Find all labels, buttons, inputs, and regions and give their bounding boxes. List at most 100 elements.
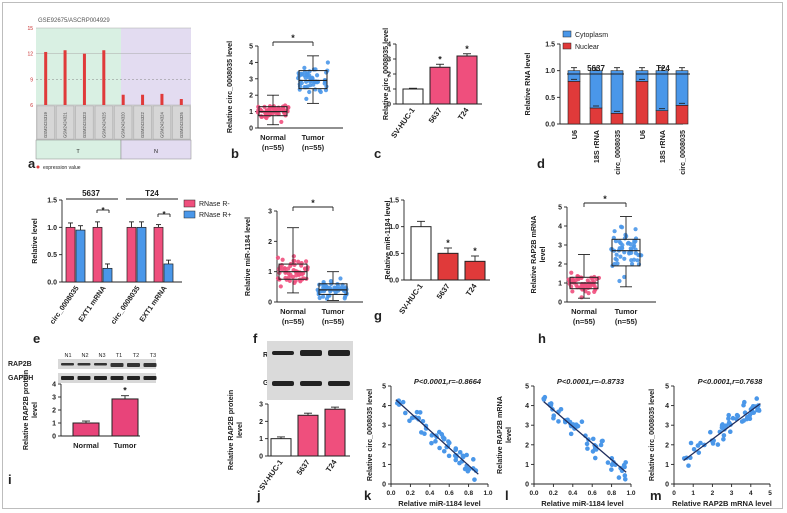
x-tick-label-g: SV-HUC-1 xyxy=(397,282,424,316)
x-tick-label-b: Tumor xyxy=(302,133,325,142)
data-point-l xyxy=(556,419,561,424)
data-point-h xyxy=(569,270,574,275)
data-point-f xyxy=(327,285,332,290)
data-point-h xyxy=(575,274,581,279)
y-axis-k: 0 1 2 3 4 5 xyxy=(382,384,392,489)
y-tick-label-a: 12 xyxy=(27,52,33,58)
y-tick-label-k: 0 xyxy=(382,482,386,489)
data-point-k xyxy=(470,466,476,471)
blot-band-gapdh-i xyxy=(110,376,124,380)
panel-letter-a: a xyxy=(28,156,36,171)
legend-swatch-rnase-minus xyxy=(183,199,196,208)
data-point-l xyxy=(572,422,577,428)
y-tick-label-h: 2 xyxy=(558,262,562,269)
data-point-k xyxy=(446,439,451,444)
y-tick-label-c: 0 xyxy=(387,102,391,109)
y-tick-label-h: 1 xyxy=(558,281,562,288)
blot-lane-label-i: T3 xyxy=(150,353,156,359)
y-tick-label-a: 6 xyxy=(30,103,33,109)
data-point-h xyxy=(612,229,617,234)
bar-cytoplasm-d xyxy=(655,70,669,111)
sample-label-box xyxy=(172,105,191,140)
x-tick-label-d: circ_0008035 xyxy=(678,130,687,175)
y-axis-label-i: Relative RAP2B protein xyxy=(21,370,30,450)
data-point-k xyxy=(465,468,471,474)
y-tick-label-e: 0.5 xyxy=(47,252,57,259)
data-point-b xyxy=(272,107,277,112)
y-tick-label-f: 0 xyxy=(268,300,272,307)
y-axis-g: 0.0 0.5 1.0 1.5 xyxy=(389,198,405,285)
y-tick-label-h: 4 xyxy=(558,224,562,231)
data-point-k xyxy=(429,440,434,446)
bar-a xyxy=(44,51,48,105)
data-point-m xyxy=(728,422,733,427)
data-point-b xyxy=(302,65,307,71)
x-tick-label-h-n: (n=55) xyxy=(573,317,596,326)
x-tick-label-m: 0 xyxy=(672,490,676,497)
x-axis-label-k: Relative miR-1184 level xyxy=(398,499,481,508)
data-point-l xyxy=(605,460,611,465)
panel-letter-k: k xyxy=(364,488,372,503)
group-label-e: 5637 xyxy=(82,189,100,198)
bar-cytoplasm-d xyxy=(675,70,689,106)
data-point-h xyxy=(632,240,637,245)
sample-label: GSM2424326 xyxy=(179,111,184,138)
x-tick-label-l: 0.4 xyxy=(568,490,577,497)
y-tick-label-k: 1 xyxy=(382,462,386,469)
y-tick-label-l: 3 xyxy=(525,423,529,430)
data-point-f xyxy=(332,285,337,290)
x-tick-label-f: Tumor xyxy=(322,307,345,316)
data-point-f xyxy=(280,257,285,262)
data-point-f xyxy=(278,284,283,289)
data-point-b xyxy=(317,88,322,93)
y-tick-label-b: 0 xyxy=(249,126,253,133)
y-axis-label-i-2: level xyxy=(30,402,39,418)
data-point-m xyxy=(691,446,697,452)
fit-line-l xyxy=(543,401,627,473)
x-tick-label-k: 0.6 xyxy=(445,490,454,497)
data-point-l xyxy=(558,406,564,412)
data-point-b xyxy=(279,119,284,125)
sample-label: GSM2424319 xyxy=(43,111,48,138)
x-tick-label-c: 5637 xyxy=(427,106,444,125)
x-tick-label-f: Normal xyxy=(280,307,306,316)
bar-a xyxy=(82,53,86,105)
sig-marker-i: * xyxy=(123,386,127,396)
data-point-h xyxy=(623,232,628,237)
data-point-h xyxy=(579,295,584,300)
data-point-m xyxy=(696,450,702,455)
blot-row-label-gapdh-i: GAPDH xyxy=(8,375,33,382)
y-axis-h: 0 1 2 3 4 5 xyxy=(558,205,568,307)
data-point-m xyxy=(734,412,740,418)
box-b xyxy=(298,70,328,90)
data-point-b xyxy=(307,89,312,95)
x-tick-label-k: 1.0 xyxy=(483,490,492,497)
data-point-k xyxy=(464,452,469,458)
legend-label-cytoplasm: Cytoplasm xyxy=(575,32,608,39)
x-tick-label-b: Normal xyxy=(260,133,286,142)
sample-label-box xyxy=(153,105,171,140)
bar-rnase-minus-e xyxy=(126,226,137,283)
data-point-b xyxy=(309,76,314,81)
x-tick-label-l: 0.2 xyxy=(549,490,558,497)
bar-cytoplasm-d xyxy=(610,70,624,114)
sample-label: GSM2424320 xyxy=(121,111,126,138)
data-point-h xyxy=(570,289,575,294)
y-axis-label-e: Relative level xyxy=(30,218,39,264)
y-axis-b: 0 1 2 3 4 5 xyxy=(249,44,259,133)
data-point-k xyxy=(471,457,476,462)
y-tick-label-f: 3 xyxy=(268,209,272,216)
y-tick-label-i: 3 xyxy=(52,395,56,402)
sample-label: GSM2424324 xyxy=(159,111,164,138)
y-tick-label-b: 2 xyxy=(249,93,253,100)
blot-lane-label-i: T2 xyxy=(133,353,139,359)
x-axis-label-m: Relative RAP2B mRNA level xyxy=(672,499,772,508)
legend-label-a: expression value xyxy=(43,165,81,171)
data-point-k xyxy=(409,415,415,421)
x-tick-label-d: circ_0008035 xyxy=(613,130,622,175)
data-point-h xyxy=(631,257,637,262)
x-tick-label-l: 0.6 xyxy=(588,490,597,497)
blot-band-rap2b-i xyxy=(127,363,140,367)
data-point-k xyxy=(437,445,442,451)
data-point-m xyxy=(707,429,713,435)
